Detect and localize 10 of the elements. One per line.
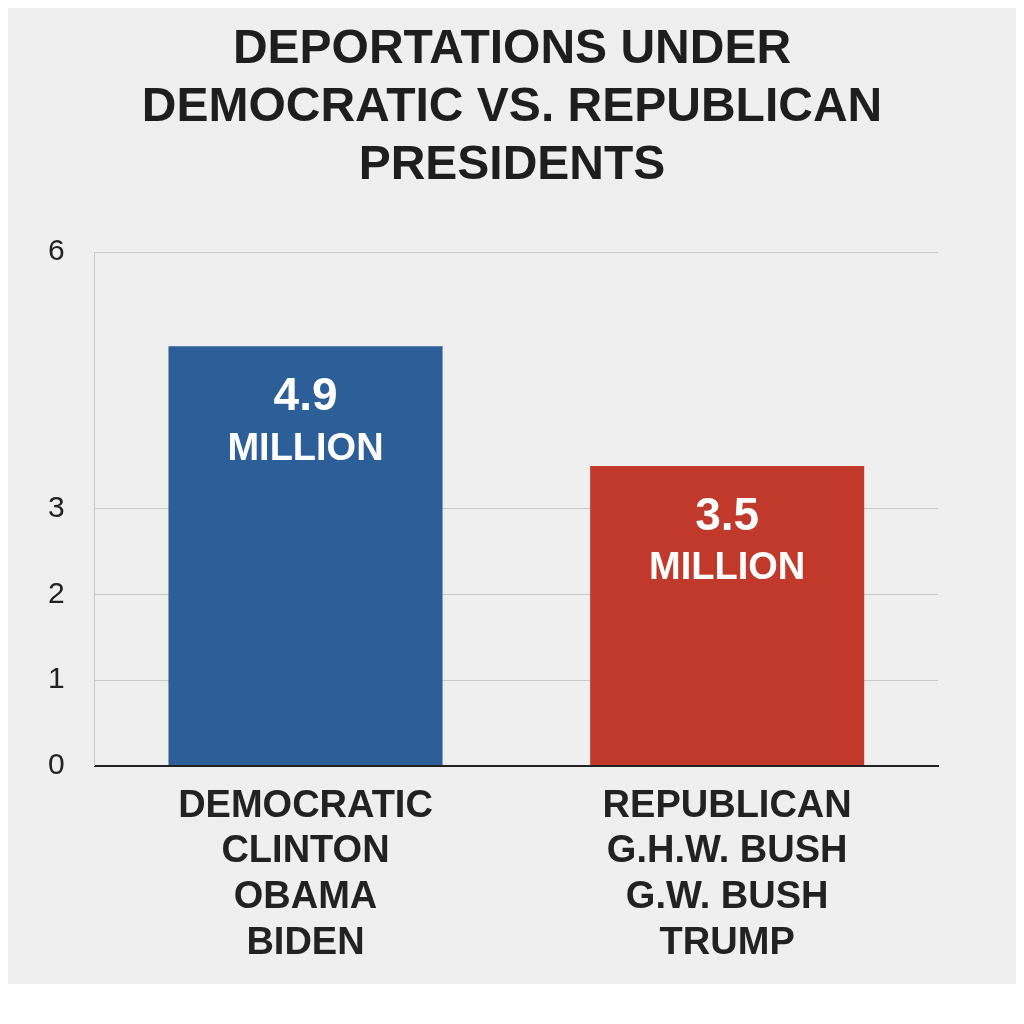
x-tick-label: DEMOCRATIC CLINTON OBAMA BIDEN [178, 782, 433, 962]
y-tick-label: 6 [48, 233, 65, 267]
y-tick-label: 2 [48, 575, 65, 609]
chart-title: DEPORTATIONS UNDER DEMOCRATIC VS. REPUBLICAN PRESIDENTS [140, 19, 884, 191]
y-tick-label: 3 [48, 490, 65, 524]
data-label: 4.9 MILLION [227, 367, 384, 468]
y-tick-label: 1 [48, 661, 65, 695]
y-tick-label: 0 [48, 746, 65, 780]
data-label: 3.5 MILLION [649, 487, 806, 588]
x-tick-label: REPUBLICAN G.H.W. BUSH G.W. BUSH TRUMP [602, 782, 852, 962]
